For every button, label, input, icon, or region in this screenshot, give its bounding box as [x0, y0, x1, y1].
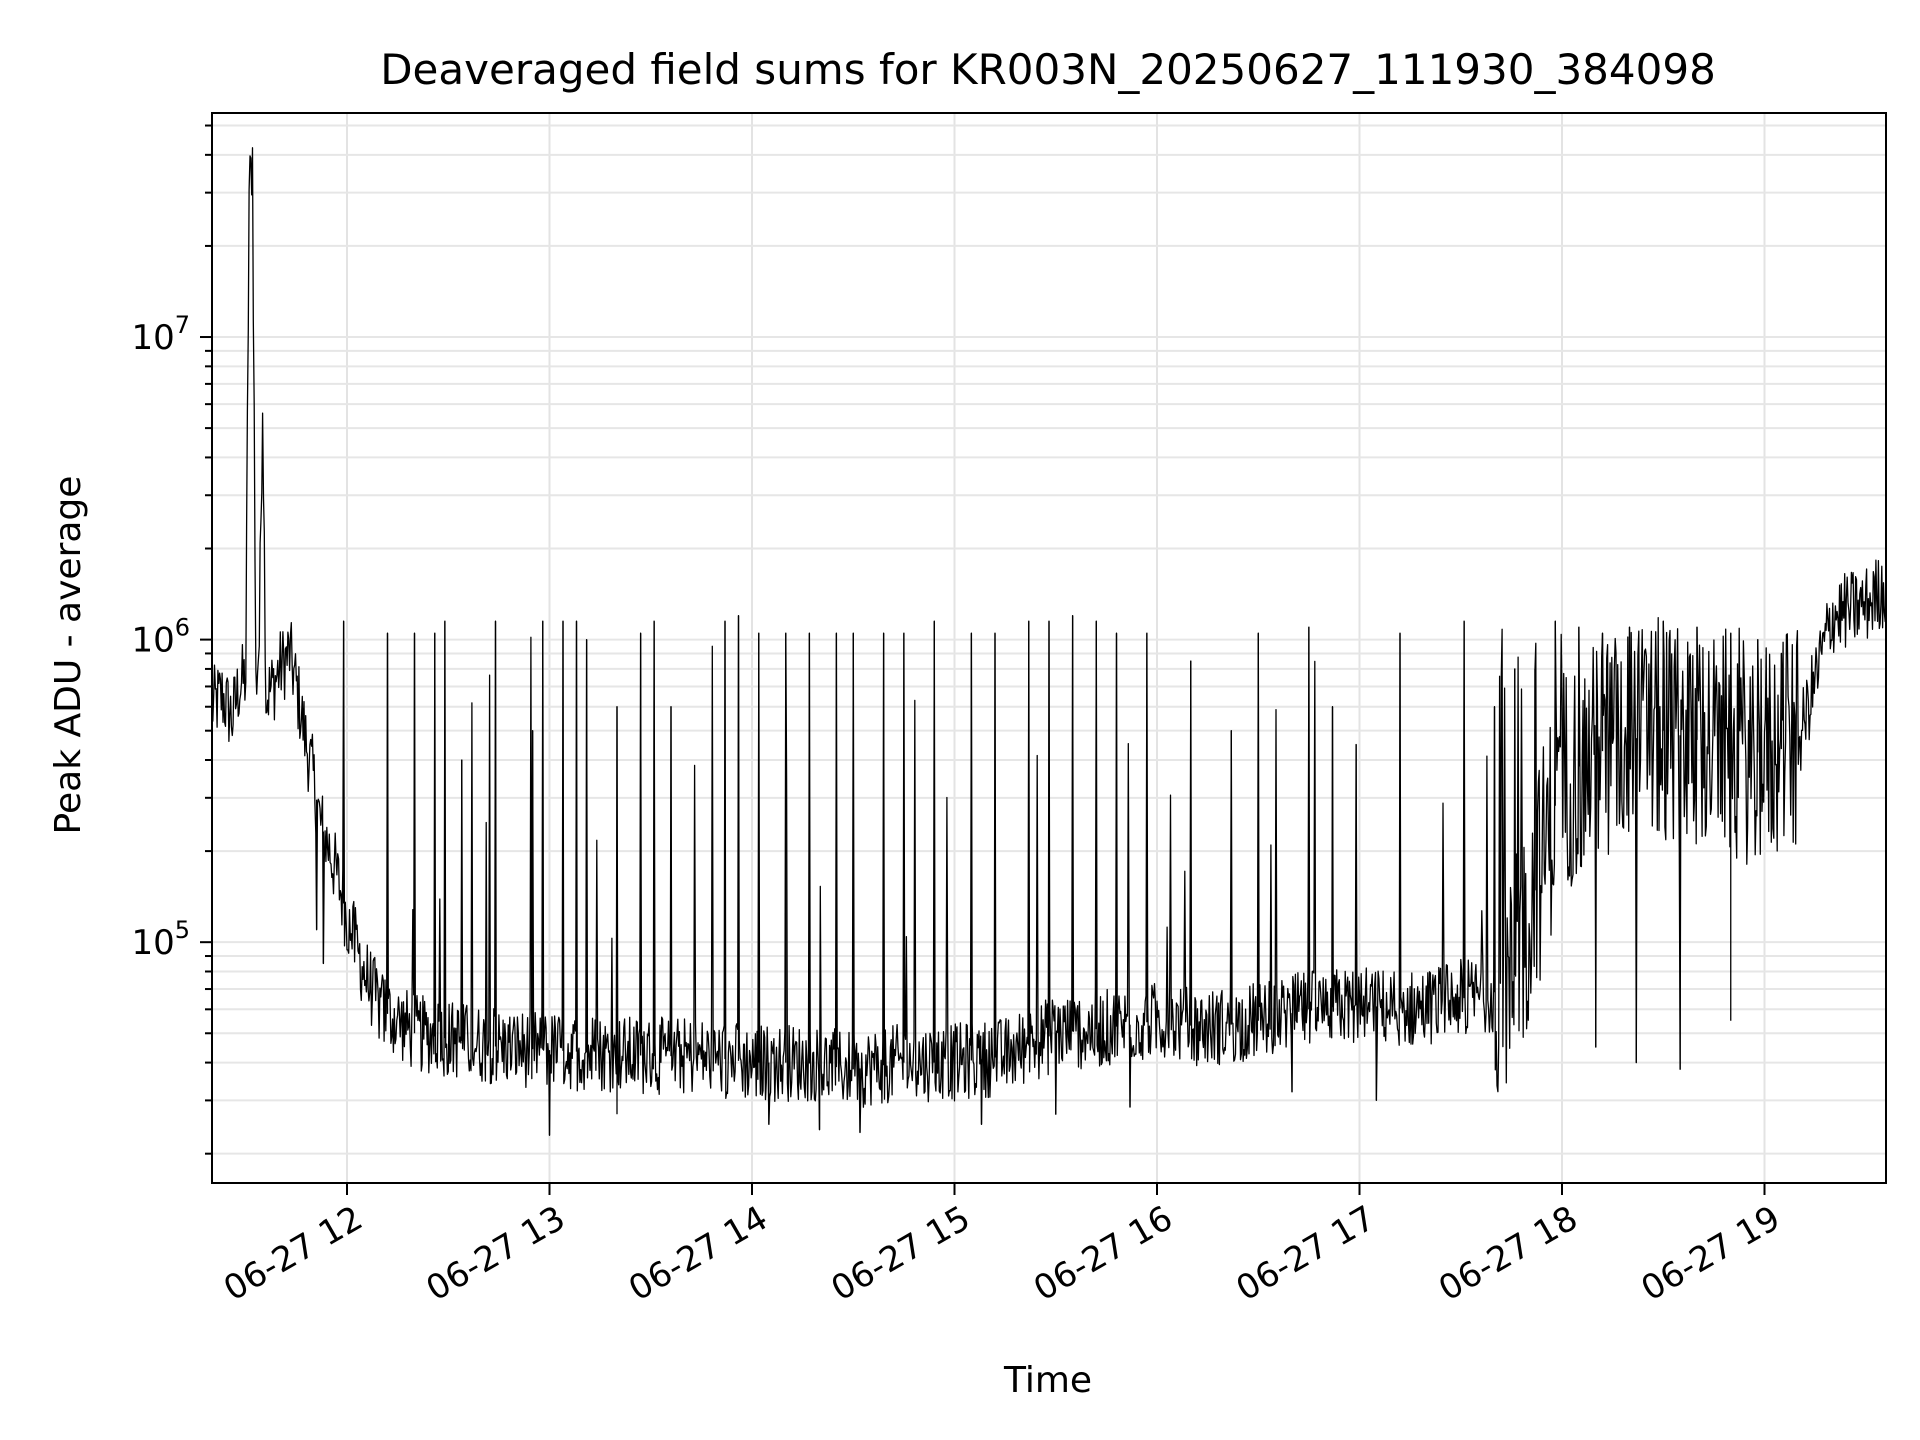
y-axis-label: Peak ADU - average [48, 476, 89, 835]
plot-frame [211, 112, 1887, 1184]
series-line [211, 147, 1887, 1136]
chart-title: Deaveraged field sums for KR003N_2025062… [380, 45, 1716, 94]
data-series [211, 147, 1887, 1136]
y-tick-label: 106 [131, 614, 190, 661]
y-tick-label: 105 [131, 916, 190, 963]
y-tick-label: 107 [131, 311, 190, 358]
x-axis-label: Time [1003, 1360, 1092, 1401]
